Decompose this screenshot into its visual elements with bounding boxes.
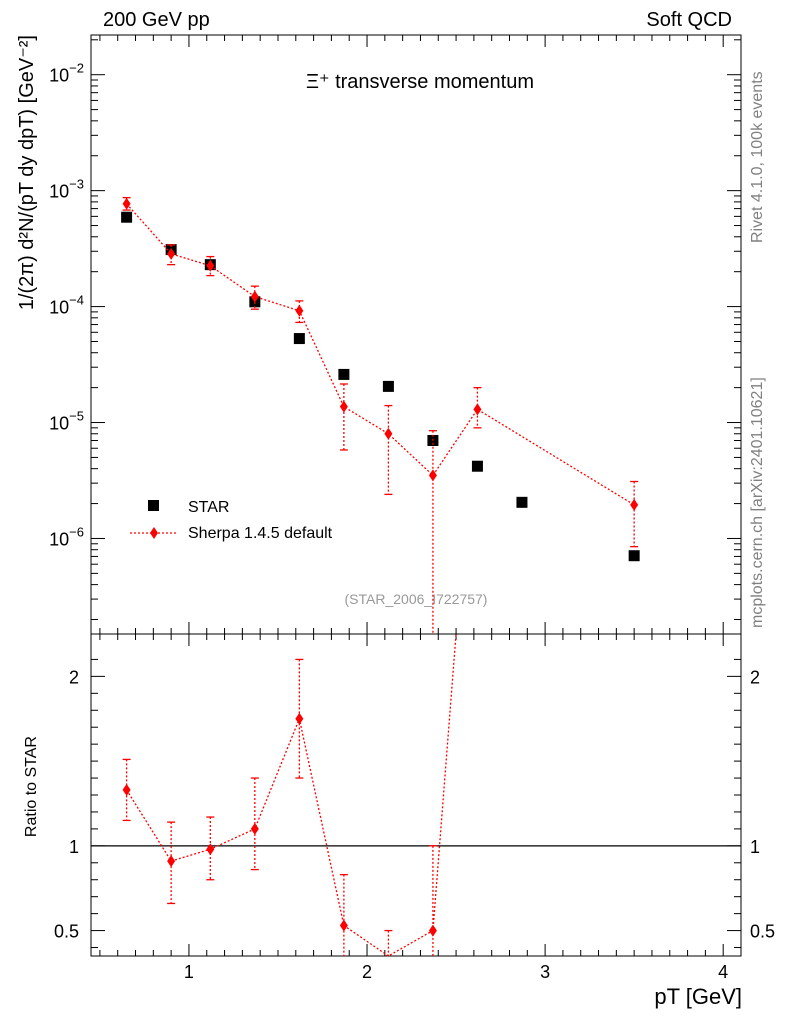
legend-star-label: STAR xyxy=(188,499,229,516)
ratio-data-point xyxy=(167,855,176,868)
sherpa-data-point xyxy=(630,498,639,511)
star-data-point xyxy=(628,550,640,562)
main-y-tick-label: 10−6 xyxy=(49,524,84,549)
sherpa-data-point xyxy=(167,247,176,260)
main-axes: 10−6 10−5 10−4 10−3 10−2 xyxy=(49,35,741,634)
main-data-marks xyxy=(121,197,640,634)
ratio-axes: 1 2 3 4 0.5 0.5 1 1 2 2 xyxy=(54,634,775,982)
x-tick-label: 2 xyxy=(362,962,372,982)
analysis-watermark: (STAR_2006_I722757) xyxy=(345,591,488,607)
sherpa-data-point xyxy=(206,259,215,272)
ratio-data-point xyxy=(206,843,215,856)
header-category-label: Soft QCD xyxy=(646,9,732,31)
ratio-y-tick-label-right: 2 xyxy=(750,667,760,687)
ratio-y-axis-label: Ratio to STAR xyxy=(23,736,40,837)
main-plot-frame xyxy=(90,34,742,635)
ratio-y-tick-label: 2 xyxy=(69,667,79,687)
sherpa-data-point xyxy=(250,290,259,303)
ratio-data-point xyxy=(339,919,348,932)
legend-star-marker xyxy=(148,500,159,511)
ratio-y-tick-label: 1 xyxy=(69,837,79,857)
star-data-point xyxy=(338,368,350,380)
main-plot-title: Ξ⁺ transverse momentum xyxy=(306,71,534,93)
star-data-point xyxy=(382,380,394,392)
sherpa-data-point xyxy=(122,197,131,210)
sherpa-data-point xyxy=(339,400,348,413)
legend-sherpa-label: Sherpa 1.4.5 default xyxy=(188,525,333,542)
main-y-axis-label: 1/(2π) d²N/(pT dy dpT) [GeV⁻²] xyxy=(16,35,38,310)
x-tick-label: 4 xyxy=(718,962,728,982)
source-label: mcplots.cern.ch [arXiv:2401.10621] xyxy=(749,377,766,628)
star-data-point xyxy=(293,333,305,345)
legend-sherpa-marker xyxy=(150,527,158,539)
sherpa-data-point xyxy=(295,304,304,317)
star-data-point xyxy=(121,211,133,223)
star-data-point xyxy=(516,496,528,508)
x-tick-label: 3 xyxy=(540,962,550,982)
ratio-y-tick-label-right: 0.5 xyxy=(750,922,775,942)
ratio-data-point xyxy=(428,924,437,937)
sherpa-data-point xyxy=(428,469,437,482)
x-axis-label: pT [GeV] xyxy=(654,984,742,1009)
main-y-tick-label: 10−5 xyxy=(49,409,84,434)
ratio-y-tick-label: 0.5 xyxy=(54,922,79,942)
star-data-point xyxy=(471,460,483,472)
main-y-tick-label: 10−4 xyxy=(49,293,84,318)
sherpa-data-point xyxy=(384,427,393,440)
ratio-data-point xyxy=(250,822,259,835)
sherpa-line xyxy=(126,203,635,506)
main-y-tick-label: 10−3 xyxy=(49,177,84,202)
header-energy-label: 200 GeV pp xyxy=(103,9,210,31)
ratio-data-point xyxy=(122,783,131,796)
ratio-data-point xyxy=(295,712,304,725)
ratio-plot-frame xyxy=(90,633,742,957)
legend: STAR Sherpa 1.4.5 default xyxy=(130,499,333,542)
ratio-data-marks xyxy=(122,633,457,957)
ratio-line xyxy=(126,633,457,957)
rivet-version-label: Rivet 4.1.0, 100k events xyxy=(749,71,766,243)
x-tick-label: 1 xyxy=(184,962,194,982)
sherpa-data-point xyxy=(473,403,482,416)
main-y-tick-label: 10−2 xyxy=(49,61,84,86)
ratio-y-tick-label-right: 1 xyxy=(750,837,760,857)
